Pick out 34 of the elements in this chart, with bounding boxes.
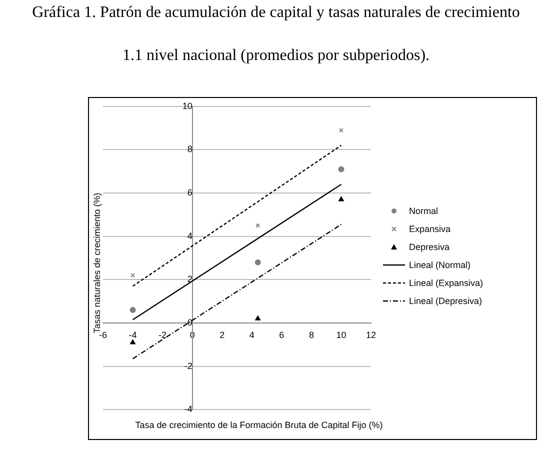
- point: [338, 196, 344, 202]
- legend-label: Expansiva: [409, 224, 451, 234]
- x-tick-label: -2: [158, 330, 167, 340]
- x-tick-label: 2: [220, 330, 225, 340]
- y-tick-label: 4: [187, 230, 192, 241]
- point: [130, 306, 136, 313]
- x-tick-label: 4: [249, 330, 254, 340]
- point: [255, 316, 261, 320]
- x-axis-title: Tasa de crecimiento de la Formación Bruta de Capital Fijo (%): [134, 420, 384, 430]
- x-tick-label: -6: [98, 330, 108, 340]
- y-tick-label: -4: [184, 404, 192, 414]
- point: [130, 339, 136, 344]
- x-tick-label: 8: [308, 330, 314, 340]
- legend-label: Depresiva: [409, 242, 450, 252]
- chart-title: Gráfica 1. Patrón de acumulación de capital y tasas naturales de crecimiento: [31, 4, 521, 22]
- y-tick-label: 10: [182, 100, 192, 111]
- point: [130, 273, 136, 278]
- x-tick-label: 10: [336, 330, 346, 340]
- x-tick-label: -4: [128, 330, 137, 340]
- legend-label: Lineal (Expansiva): [409, 278, 484, 288]
- y-tick-label: -2: [184, 360, 192, 371]
- y-tick-label: 8: [187, 144, 192, 154]
- y-tick-label: 6: [187, 188, 192, 198]
- legend-label: Normal: [409, 206, 438, 216]
- x-tick-label: 12: [366, 330, 376, 340]
- point: [338, 166, 344, 172]
- y-tick-label: 0: [187, 317, 192, 328]
- point: [254, 259, 261, 266]
- point: [338, 128, 344, 132]
- chart-subtitle: 1.1 nivel nacional (promedios por subperiodos).: [121, 47, 431, 65]
- x-tick-label: 6: [279, 330, 284, 340]
- point: [256, 223, 260, 228]
- legend-label: Lineal (Depresiva): [409, 296, 482, 306]
- legend-label: Lineal (Normal): [409, 260, 471, 270]
